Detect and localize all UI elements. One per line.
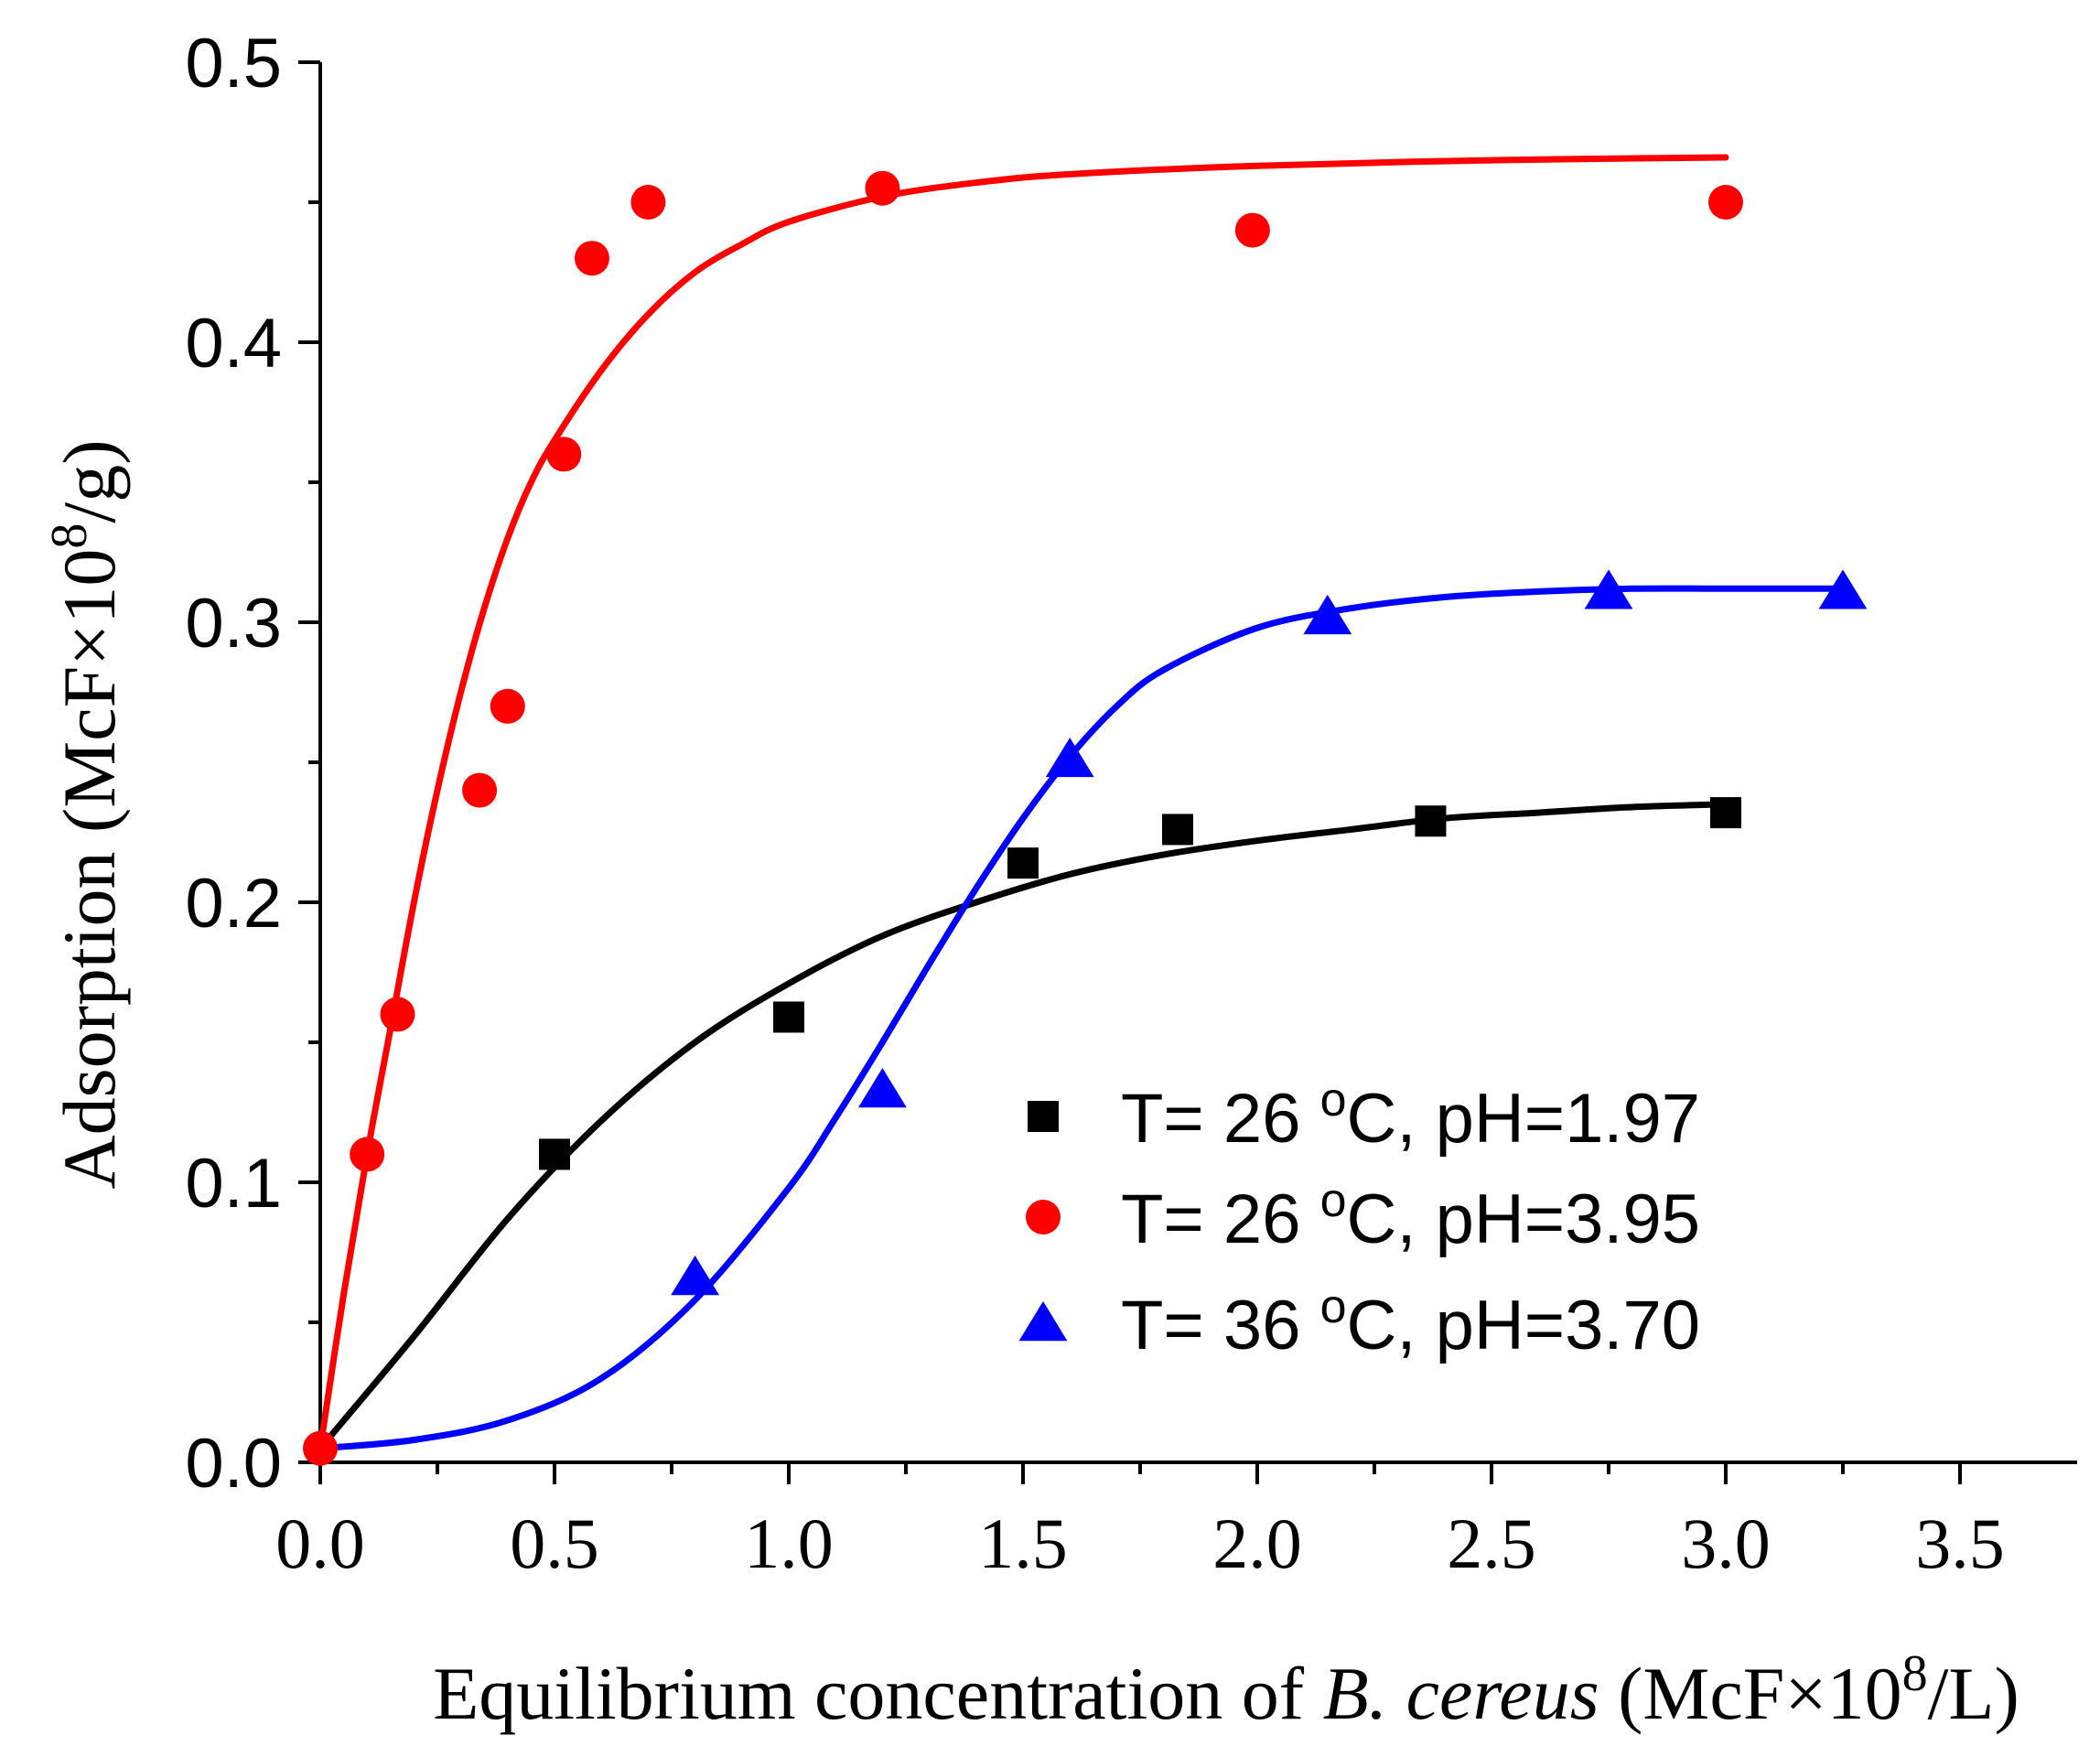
legend-label-series-2: T= 26 oC, pH=3.95 xyxy=(1121,1174,1700,1258)
data-point-series-1 xyxy=(1710,797,1741,829)
data-point-series-2 xyxy=(546,437,582,472)
data-point-series-1 xyxy=(1415,805,1447,837)
data-point-series-3 xyxy=(1045,737,1094,778)
legend-label-series-1: T= 26 oC, pH=1.97 xyxy=(1121,1073,1700,1158)
data-point-series-1 xyxy=(1161,814,1193,846)
legend-label-main: T= 26 xyxy=(1121,1180,1320,1258)
legend-label-main: T= 36 xyxy=(1121,1287,1320,1364)
x-tick-label: 0.0 xyxy=(275,1504,365,1583)
x-tick-label: 0.5 xyxy=(510,1504,599,1583)
data-point-series-2 xyxy=(630,185,666,220)
legend-label-tail: C, pH=3.95 xyxy=(1347,1180,1701,1258)
data-point-series-3 xyxy=(1818,569,1868,609)
data-point-series-3 xyxy=(1584,569,1633,609)
legend-label-main: T= 26 xyxy=(1121,1080,1320,1158)
legend-label-degree: o xyxy=(1320,1073,1347,1126)
data-point-series-2 xyxy=(303,1430,338,1466)
axes: 0.0 0.5 1.0 1.5 2.0 2.5 3.0 3.5 0.0 0.1 0.2 0.3 0.4 0… xyxy=(185,25,2077,1583)
y-tick-label: 0.1 xyxy=(185,1145,282,1223)
x-tick-label: 2.0 xyxy=(1212,1504,1302,1583)
x-axis-title-suffix: (McF×10 xyxy=(1599,1652,1902,1735)
legend-label-degree: o xyxy=(1320,1280,1347,1333)
x-axis-title-tail: /L) xyxy=(1928,1652,2019,1735)
fit-curve-series-3 xyxy=(317,585,1847,1452)
data-point-series-1 xyxy=(539,1138,570,1170)
y-tick-label: 0.0 xyxy=(185,1425,282,1503)
data-point-series-3 xyxy=(858,1068,907,1108)
legend: T= 26 oC, pH=1.97T= 26 oC, pH=3.95T= 36 … xyxy=(1018,1073,1700,1364)
data-point-series-2 xyxy=(380,997,415,1032)
legend-label-degree: o xyxy=(1320,1174,1347,1227)
y-axis-title-sup: 8 xyxy=(41,523,98,549)
data-point-series-1 xyxy=(1007,847,1039,879)
y-axis-title: Adsorption (McF×108/g) xyxy=(41,439,131,1189)
data-point-series-3 xyxy=(1303,594,1352,635)
x-tick-label: 3.0 xyxy=(1681,1504,1771,1583)
legend-label-series-3: T= 36 oC, pH=3.70 xyxy=(1121,1280,1700,1364)
x-axis-title: Equilibrium concentration of B. cereus (… xyxy=(433,1645,2019,1735)
data-point-series-2 xyxy=(1234,212,1270,248)
data-point-series-2 xyxy=(865,170,900,206)
data-point-series-2 xyxy=(490,688,525,724)
data-point-series-3 xyxy=(671,1256,719,1296)
y-tick-label: 0.3 xyxy=(185,585,282,663)
y-tick-label: 0.4 xyxy=(185,305,282,383)
legend-label-tail: C, pH=1.97 xyxy=(1347,1080,1701,1158)
data-point-series-2 xyxy=(350,1137,385,1172)
x-tick-label: 3.5 xyxy=(1915,1504,2005,1583)
legend-marker-series-3 xyxy=(1018,1301,1068,1342)
x-axis-title-prefix: Equilibrium concentration of xyxy=(433,1652,1322,1735)
x-axis-title-sup: 8 xyxy=(1902,1645,1928,1702)
x-tick-label: 2.5 xyxy=(1447,1504,1536,1583)
x-tick-label: 1.5 xyxy=(978,1504,1068,1583)
data-markers xyxy=(303,170,1868,1466)
y-axis-title-prefix: Adsorption (McF×10 xyxy=(48,549,131,1190)
legend-marker-series-1 xyxy=(1028,1101,1059,1132)
x-tick-label: 1.0 xyxy=(744,1504,834,1583)
y-axis-title-suffix: /g) xyxy=(48,439,131,523)
data-point-series-2 xyxy=(462,772,498,808)
fit-curve-series-1 xyxy=(317,801,1729,1452)
legend-label-tail: C, pH=3.70 xyxy=(1347,1287,1701,1364)
data-point-series-2 xyxy=(574,241,609,276)
x-axis-title-italic: B. cereus xyxy=(1323,1652,1599,1735)
y-tick-label: 0.2 xyxy=(185,865,282,943)
legend-marker-series-2 xyxy=(1026,1200,1061,1234)
y-tick-label: 0.5 xyxy=(185,25,282,102)
data-point-series-2 xyxy=(1708,185,1743,220)
data-point-series-1 xyxy=(773,1001,804,1033)
